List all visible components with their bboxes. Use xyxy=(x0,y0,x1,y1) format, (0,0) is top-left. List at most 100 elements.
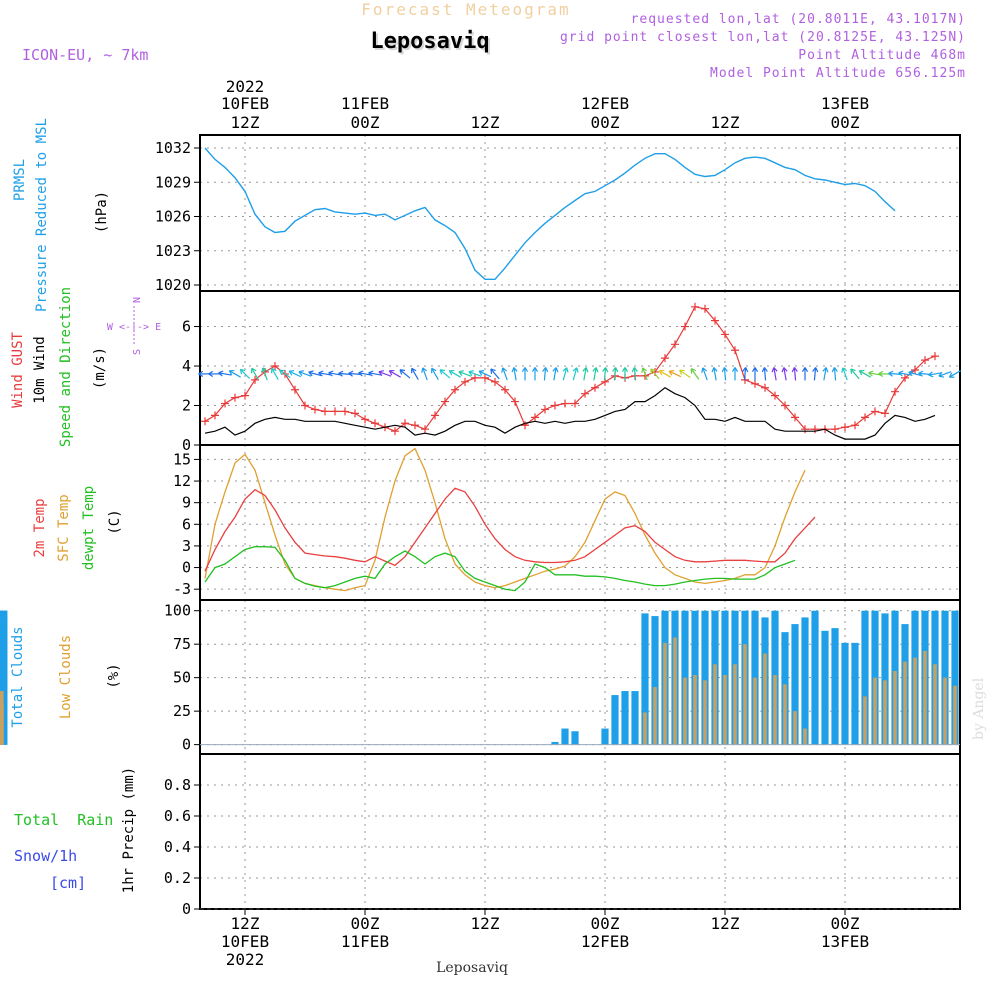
bottom-axis-label: 00Z xyxy=(351,914,380,933)
wind-direction-arrow xyxy=(690,368,700,380)
y-tick-label: 1032 xyxy=(155,139,191,157)
wind-arrow-shaft xyxy=(659,370,671,378)
wind-gust-point xyxy=(321,407,329,416)
wind-gust-point xyxy=(891,387,899,396)
label-snow: Snow/1h xyxy=(14,847,77,865)
wind-gust-point xyxy=(421,425,429,434)
wind-arrow-head xyxy=(251,367,257,374)
wind-arrow-head xyxy=(318,370,324,377)
wind-gust-point xyxy=(491,377,499,386)
wind-direction-arrow xyxy=(858,369,871,378)
wind-gust-point xyxy=(671,340,679,349)
wind-arrow-shaft xyxy=(502,367,508,381)
wind-arrow-shaft xyxy=(218,372,232,376)
label-dewpt-temp: dewpt Temp xyxy=(81,486,97,570)
label-10m-wind: 10m Wind xyxy=(32,336,48,403)
compass-s: S xyxy=(132,349,143,355)
label-percent: (%) xyxy=(106,663,122,688)
wind-arrow-shaft xyxy=(251,367,259,380)
dewpt-line xyxy=(204,546,796,592)
wind-gust-point xyxy=(771,391,779,400)
wind-arrow-shaft xyxy=(449,370,461,378)
wind-arrow-shaft xyxy=(723,367,727,381)
low-cloud-bar xyxy=(773,674,777,745)
wind-arrow-head xyxy=(742,367,749,373)
wind-arrow-shaft xyxy=(439,369,451,379)
wind-direction-arrow xyxy=(439,369,451,379)
label-total-clouds: Total Clouds xyxy=(10,626,26,727)
wind-arrow-head xyxy=(948,372,955,378)
wind-arrow-shaft xyxy=(458,371,472,377)
low-cloud-bar xyxy=(893,670,897,745)
y-tick-label: 100 xyxy=(164,602,191,620)
label-speed-direction: Speed and Direction xyxy=(58,287,74,447)
wind-direction-arrow xyxy=(908,370,922,377)
wind-direction-arrow xyxy=(888,370,902,377)
wind-gust-point xyxy=(201,417,209,426)
low-cloud-bar xyxy=(673,637,677,745)
wind-direction-arrow xyxy=(318,370,332,377)
total-cloud-bar xyxy=(801,617,809,745)
low-cloud-bar xyxy=(793,711,797,745)
wind-arrow-head xyxy=(711,367,718,373)
wind-direction-arrow xyxy=(228,369,241,378)
label-1hr-precip: 1hr Precip (mm) xyxy=(121,767,137,893)
wind-arrow-head xyxy=(552,367,559,373)
wind-direction-arrow xyxy=(468,370,482,377)
wind-gust-point xyxy=(331,407,339,416)
wind-direction-arrow xyxy=(801,367,809,381)
requested-coords: requested lon,lat (20.8011E, 43.1017N) xyxy=(631,12,966,27)
wind-arrow-shaft xyxy=(949,370,961,378)
wind-arrow-head xyxy=(888,370,894,377)
wind-direction-arrow xyxy=(948,370,961,378)
label-wind-gust: Wind GUST xyxy=(10,332,26,408)
sfc-temp-line xyxy=(204,447,806,592)
y-tick-label: -3 xyxy=(173,580,191,598)
wind-direction-arrow xyxy=(928,371,942,378)
wind-arrow-head xyxy=(822,367,829,373)
wind-direction-arrow xyxy=(261,367,268,381)
wind-arrow-shaft xyxy=(690,368,700,380)
wind-arrow-shaft xyxy=(553,367,557,381)
panel-clouds: 0 25 50 75 100 xyxy=(164,599,961,755)
y-tick-label: 0 xyxy=(182,900,191,918)
wind-arrow-shaft xyxy=(850,368,860,380)
total-cloud-bar xyxy=(821,630,829,745)
wind-arrow-head xyxy=(458,370,464,376)
supertitle: Forecast Meteogram xyxy=(361,0,570,19)
wind-gust-point xyxy=(541,405,549,414)
wind-direction-arrow xyxy=(822,367,829,381)
wind-arrow-head xyxy=(239,368,246,375)
wind-arrow-head xyxy=(602,367,609,373)
wind-direction-arrow xyxy=(358,370,372,377)
plot-layer: 202210FEB12Z12Z10FEB202211FEB00Z00Z11FEB… xyxy=(0,77,961,969)
wind-arrow-head xyxy=(228,369,235,376)
wind-direction-arrow xyxy=(898,370,912,377)
wind-gust-point xyxy=(861,413,869,422)
wind-gust-point xyxy=(691,302,699,311)
y-tick-label: 0 xyxy=(182,559,191,577)
wind-gust-point xyxy=(761,383,769,392)
wind-gust-point xyxy=(471,373,479,382)
wind-gust-point xyxy=(931,352,939,361)
wind-arrow-head xyxy=(431,367,437,374)
wind-gust-point xyxy=(401,419,409,428)
wind-arrow-head xyxy=(521,367,529,373)
wind-arrow-head xyxy=(271,367,277,374)
low-cloud-bar xyxy=(763,653,767,745)
y-tick-label: 1026 xyxy=(155,208,191,226)
wind-arrow-head xyxy=(378,370,384,376)
y-tick-label: 1020 xyxy=(155,276,191,294)
wind-direction-arrow xyxy=(271,367,279,380)
y-tick-label: 9 xyxy=(182,494,191,512)
wind-arrow-shaft xyxy=(633,367,637,381)
label-low-clouds: Low Clouds xyxy=(58,635,74,719)
wind-gust-point xyxy=(301,401,309,410)
total-cloud-bar xyxy=(651,616,659,745)
wind-arrow-head xyxy=(908,370,914,377)
bottom-axis-label: 12Z xyxy=(711,914,740,933)
wind-arrow-shaft xyxy=(368,372,382,376)
wind-arrow-shaft xyxy=(743,367,747,381)
total-cloud-bar xyxy=(0,610,8,745)
